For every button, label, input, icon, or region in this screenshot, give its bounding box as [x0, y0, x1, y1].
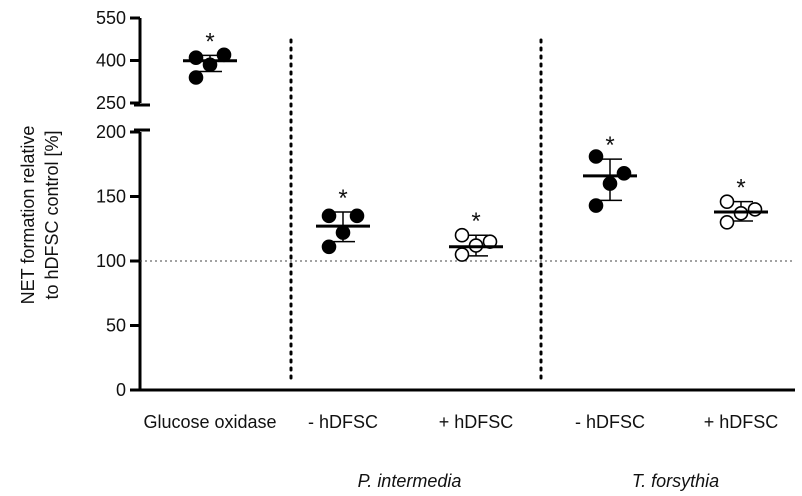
y-tick-label: 150: [96, 187, 126, 207]
group-separators: [289, 38, 543, 380]
series-3: *: [583, 132, 637, 213]
data-point: [719, 194, 735, 209]
y-tick-label: 50: [106, 316, 126, 336]
category-label: + hDFSC: [704, 412, 779, 432]
data-point: [588, 198, 604, 213]
data-point: [588, 149, 604, 164]
data-point: [454, 227, 470, 243]
y-tick-label: 250: [96, 93, 126, 113]
y-tick-label: 200: [96, 122, 126, 142]
series-4: *: [714, 175, 768, 230]
group-label: T. forsythia: [632, 471, 719, 491]
data-point: [454, 247, 470, 262]
data-point: [747, 202, 763, 217]
significance-marker: *: [736, 175, 745, 202]
y-tick-label: 400: [96, 51, 126, 71]
data-point: [719, 215, 735, 230]
data-point: [321, 239, 337, 255]
data-point: [349, 208, 365, 224]
significance-marker: *: [471, 208, 480, 235]
y-axis-title-line2: to hDFSC control [%]: [42, 130, 62, 299]
data-point: [616, 165, 632, 181]
data-point: [335, 225, 351, 240]
series-0: *: [183, 28, 237, 85]
significance-marker: *: [205, 28, 214, 55]
axes: 0 50 100 150 200 250 400 550: [96, 8, 795, 400]
data-point: [188, 70, 204, 85]
category-labels: Glucose oxidase - hDFSC + hDFSC - hDFSC + hD…: [143, 412, 778, 491]
category-label: Glucose oxidase: [143, 412, 276, 432]
y-tick-label: 0: [116, 380, 126, 400]
significance-marker: *: [605, 132, 614, 159]
category-label: - hDFSC: [575, 412, 645, 432]
data-point: [602, 176, 618, 191]
series-1: *: [316, 185, 370, 255]
y-axis-title: NET formation relative to hDFSC control …: [18, 126, 62, 305]
data-marks: * * * * *: [183, 28, 768, 262]
y-tick-label: 550: [96, 8, 126, 28]
series-2: *: [449, 208, 503, 262]
data-point: [321, 208, 337, 224]
y-tick-label: 100: [96, 251, 126, 271]
significance-marker: *: [338, 185, 347, 212]
category-label: + hDFSC: [439, 412, 514, 432]
group-label: P. intermedia: [358, 471, 462, 491]
category-label: - hDFSC: [308, 412, 378, 432]
y-axis-title-line1: NET formation relative: [18, 126, 38, 305]
